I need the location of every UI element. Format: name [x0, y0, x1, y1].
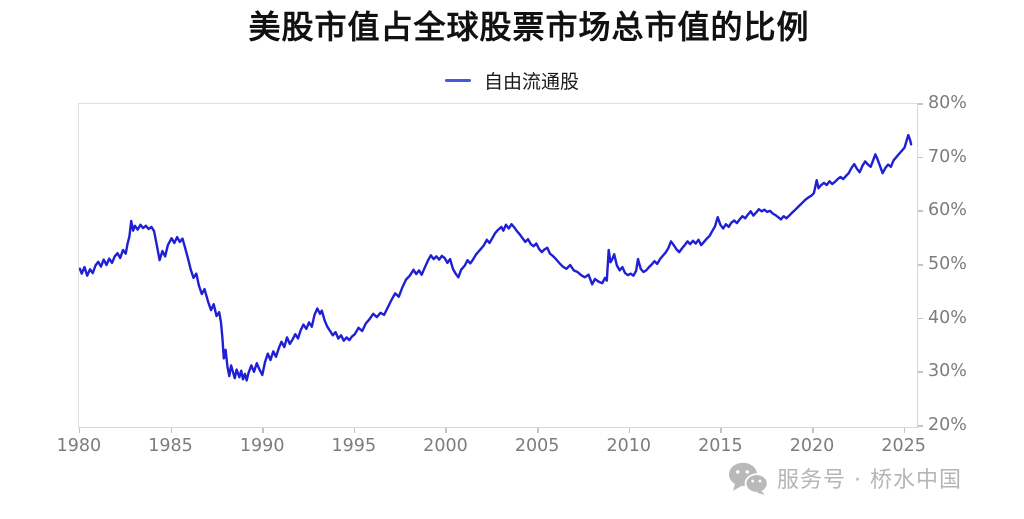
watermark: 服务号 · 桥水中国 — [728, 460, 962, 496]
y-tick-mark — [918, 317, 923, 320]
x-tick-mark — [262, 428, 264, 433]
x-tick-label: 2020 — [789, 436, 835, 456]
x-tick-mark — [78, 428, 81, 433]
x-tick-label: 1980 — [56, 436, 102, 456]
x-tick-mark — [445, 428, 447, 433]
y-tick-mark — [918, 210, 923, 212]
x-tick-mark — [628, 428, 631, 433]
y-tick-label: 60% — [928, 200, 967, 221]
legend-line-marker — [444, 78, 471, 82]
x-tick-label: 2000 — [423, 436, 468, 456]
y-tick-mark — [918, 156, 923, 159]
y-tick-label: 30% — [928, 361, 967, 382]
x-tick-label: 2005 — [514, 436, 560, 456]
y-tick-label: 80% — [928, 93, 967, 113]
x-tick-mark — [812, 428, 814, 433]
y-tick-mark — [918, 103, 923, 105]
free-float-series-line — [79, 133, 913, 382]
x-tick-label: 1990 — [239, 436, 285, 456]
y-tick-label: 50% — [928, 254, 967, 274]
y-tick-label: 20% — [928, 415, 967, 435]
y-tick-mark — [918, 371, 923, 373]
x-tick-label: 2010 — [606, 436, 651, 456]
x-tick-label: 2015 — [698, 436, 743, 456]
wechat-icon — [728, 462, 769, 495]
x-tick-mark — [903, 428, 906, 433]
y-tick-label: 70% — [928, 146, 967, 167]
legend-label: 自由流通股 — [483, 70, 579, 93]
x-tick-label: 1985 — [148, 436, 193, 456]
x-tick-label: 2025 — [881, 436, 926, 456]
x-tick-mark — [353, 428, 356, 433]
x-tick-mark — [720, 428, 722, 433]
line-series-canvas — [79, 133, 913, 382]
y-tick-mark — [918, 264, 923, 266]
x-tick-mark — [170, 428, 173, 433]
y-tick-label: 40% — [928, 307, 967, 328]
plot-area — [78, 103, 918, 428]
legend: 自由流通股 — [0, 68, 1024, 93]
x-tick-mark — [537, 428, 539, 433]
chart-title: 美股市值占全球股票市场总市值的比例 — [248, 8, 810, 46]
y-tick-mark — [918, 425, 923, 427]
watermark-text: 服务号 · 桥水中国 — [777, 468, 962, 493]
x-tick-label: 1995 — [331, 436, 377, 456]
